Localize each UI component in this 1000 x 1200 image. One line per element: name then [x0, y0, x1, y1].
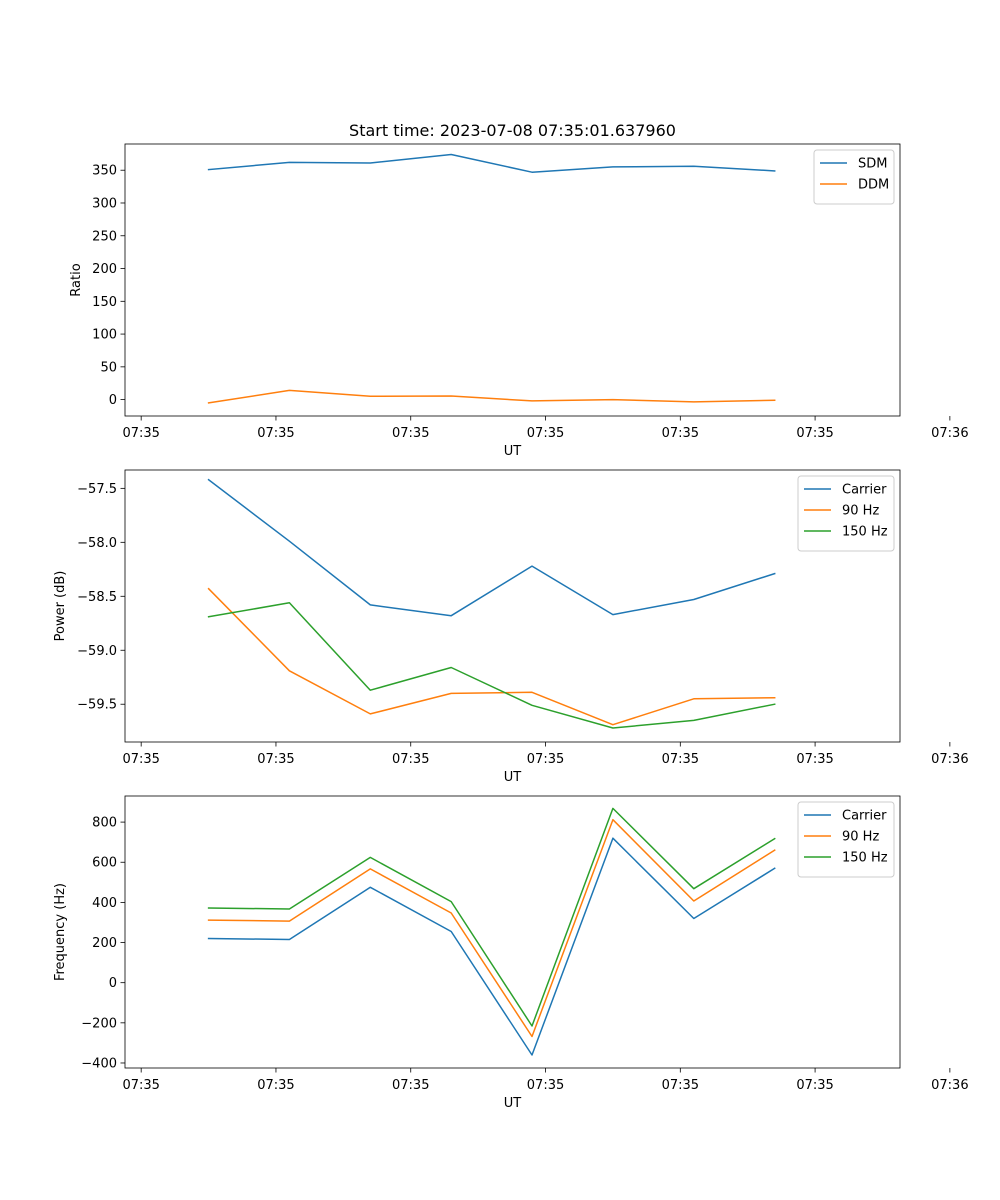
y-tick-label: −400 [81, 1056, 117, 1071]
legend: Carrier 90 Hz 150 Hz [797, 801, 895, 878]
legend-box [797, 801, 895, 878]
series-line-ddm [207, 389, 776, 404]
y-tick-label: −200 [81, 1016, 117, 1031]
subplot-3: 07:35 07:35 07:35 07:35 07:35 07:35 07:36 −400 −… [53, 795, 969, 1111]
y-axis-label: Frequency (Hz) [53, 883, 68, 981]
y-tick-label: 350 [92, 164, 117, 179]
x-tick-label: 07:35 [527, 1078, 564, 1093]
chart-title: Start time: 2023-07-08 07:35:01.637960 [349, 121, 676, 140]
x-tick-label: 07:35 [257, 1078, 294, 1093]
legend-label: 150 Hz [842, 525, 888, 540]
x-tick-label: 07:35 [122, 426, 159, 441]
legend-box [797, 475, 895, 552]
y-tick-label: −58.0 [77, 536, 117, 551]
y-tick-label: −59.0 [77, 644, 117, 659]
series-line-90-hz [207, 818, 776, 1038]
y-tick-label: 250 [92, 229, 117, 244]
x-tick-label: 07:35 [662, 426, 699, 441]
series-line-sdm [207, 153, 776, 173]
x-tick-label: 07:35 [527, 752, 564, 767]
x-tick-label: 07:35 [257, 426, 294, 441]
y-tick-label: 200 [92, 262, 117, 277]
y-axis-label: Power (dB) [53, 571, 68, 642]
x-axis-label: UT [504, 1096, 522, 1111]
subplots: Start time: 2023-07-08 07:35:01.637960 07… [53, 121, 969, 1111]
legend-label: Carrier [842, 809, 887, 824]
legend-label: SDM [858, 157, 887, 172]
x-tick-label: 07:36 [931, 752, 968, 767]
y-tick-label: 100 [92, 328, 117, 343]
y-tick-label: −58.5 [77, 590, 117, 605]
x-tick-label: 07:36 [931, 426, 968, 441]
y-tick-label: 200 [92, 936, 117, 951]
x-tick-label: 07:35 [392, 1078, 429, 1093]
legend-label: Carrier [842, 483, 887, 498]
x-axis-label: UT [504, 770, 522, 785]
axes-frame [124, 143, 901, 417]
legend: Carrier 90 Hz 150 Hz [797, 475, 895, 552]
subplot-2: 07:35 07:35 07:35 07:35 07:35 07:35 07:36 −57.5… [53, 469, 969, 785]
legend-label: 90 Hz [842, 830, 879, 845]
axes-frame [124, 795, 901, 1069]
series-line-90-hz [207, 587, 776, 726]
x-tick-label: 07:35 [662, 752, 699, 767]
legend-label: 150 Hz [842, 851, 888, 866]
axes-frame [124, 469, 901, 743]
x-tick-label: 07:35 [392, 426, 429, 441]
x-tick-label: 07:35 [257, 752, 294, 767]
x-tick-label: 07:35 [796, 426, 833, 441]
x-tick-label: 07:35 [527, 426, 564, 441]
x-tick-label: 07:35 [796, 752, 833, 767]
x-tick-label: 07:35 [122, 752, 159, 767]
series-line-150-hz [207, 602, 776, 729]
y-tick-label: 300 [92, 196, 117, 211]
legend: SDM DDM [813, 149, 895, 205]
x-tick-label: 07:35 [392, 752, 429, 767]
subplot-1: Start time: 2023-07-08 07:35:01.637960 07… [69, 121, 969, 459]
x-tick-label: 07:36 [931, 1078, 968, 1093]
y-tick-label: 150 [92, 295, 117, 310]
y-tick-label: 400 [92, 896, 117, 911]
x-axis-label: UT [504, 444, 522, 459]
y-tick-label: 0 [109, 976, 117, 991]
y-tick-label: 800 [92, 816, 117, 831]
legend-label: DDM [858, 178, 889, 193]
series-line-carrier [207, 478, 776, 617]
x-tick-label: 07:35 [796, 1078, 833, 1093]
y-tick-label: 0 [109, 393, 117, 408]
x-tick-label: 07:35 [122, 1078, 159, 1093]
y-tick-label: 600 [92, 856, 117, 871]
y-axis-label: Ratio [69, 263, 84, 296]
y-tick-label: −59.5 [77, 698, 117, 713]
x-tick-label: 07:35 [662, 1078, 699, 1093]
legend-label: 90 Hz [842, 504, 879, 519]
y-tick-label: 50 [100, 360, 117, 375]
series-line-150-hz [207, 807, 776, 1027]
y-tick-label: −57.5 [77, 482, 117, 497]
series-line-carrier [207, 837, 776, 1056]
